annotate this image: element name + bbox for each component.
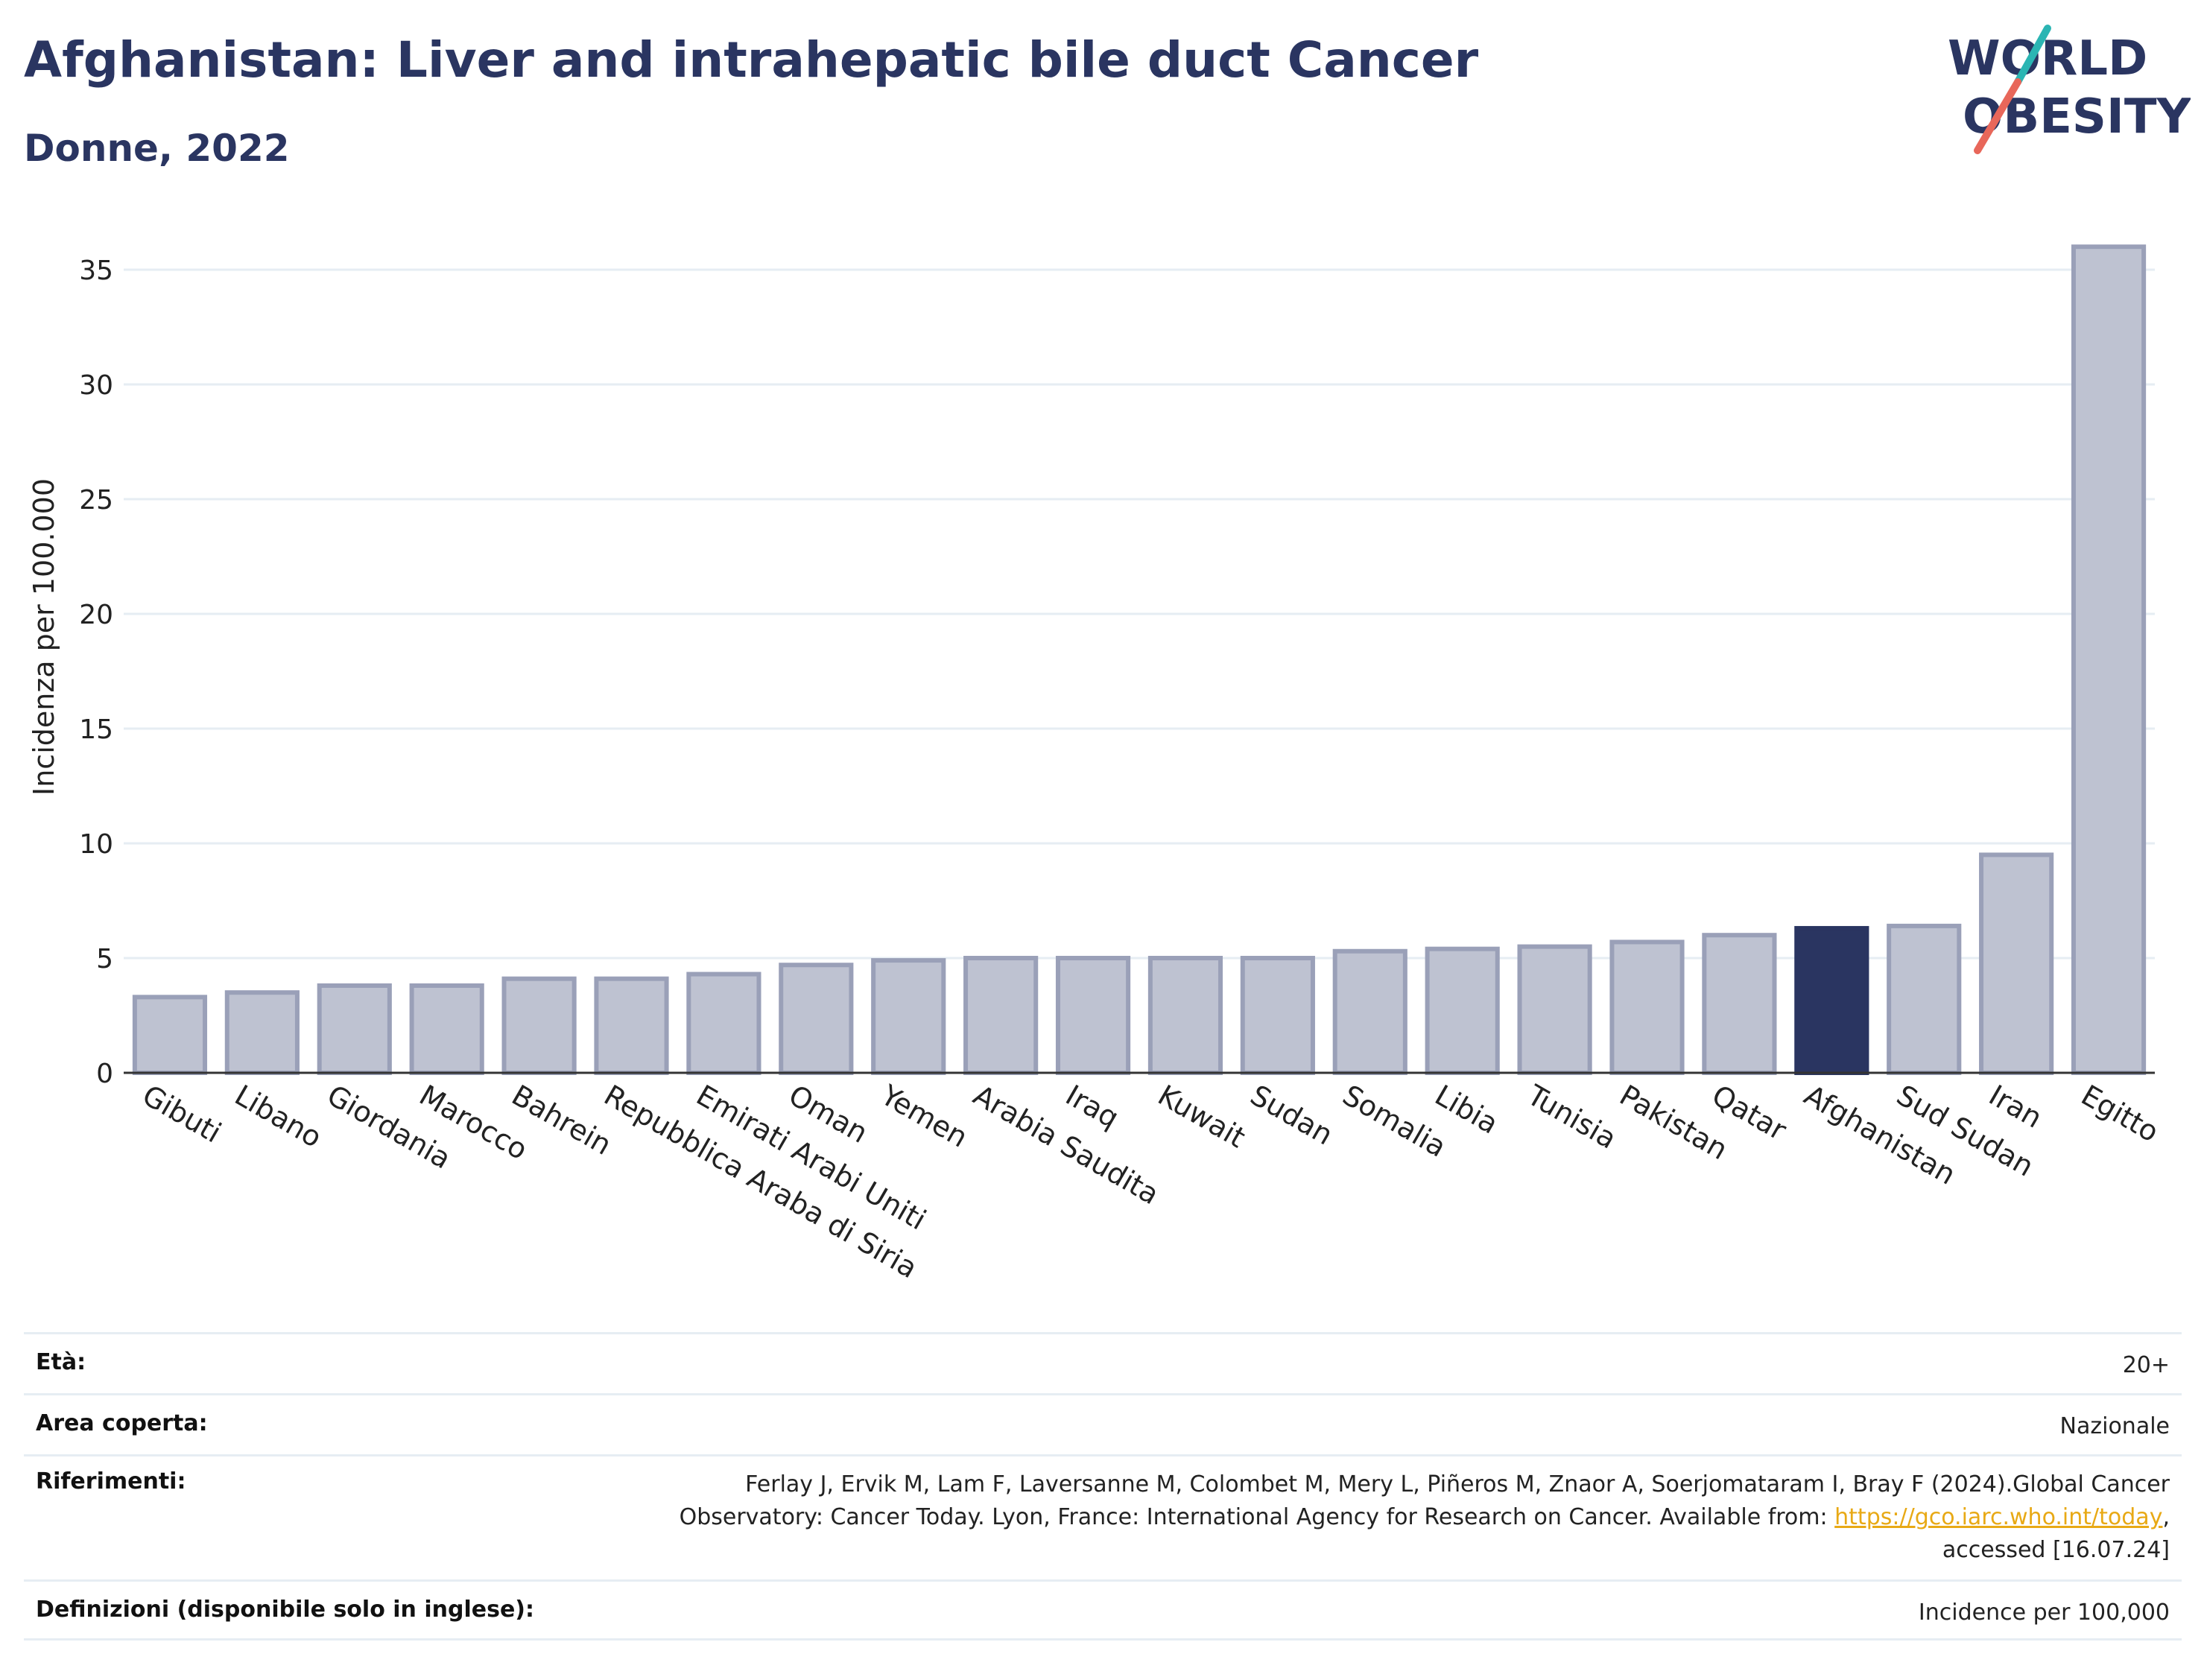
bar-chart: 0 5 10 15 20 25 30 35 Gibuti LibanoGiordaniaMaro… (28, 244, 2165, 1284)
meta-row-definitions: Definizioni (disponibile solo in inglese… (24, 1579, 2182, 1641)
bar-iraq (1055, 956, 1131, 1075)
logo-line-1: WORLD (1948, 31, 2147, 86)
y-tick-label: 10 (79, 829, 113, 860)
world-obesity-logo: WORLD OBESITY (1948, 25, 2191, 154)
y-tick-label: 0 (96, 1059, 113, 1089)
age-label: Età: (36, 1349, 86, 1375)
bar-pakistan (1609, 939, 1685, 1075)
x-tick-label: Iran (1983, 1079, 2048, 1135)
bar-repubblica-araba-di-siria (594, 976, 669, 1075)
x-tick-label: Yemen (875, 1078, 973, 1154)
references-label: Riferimenti: (36, 1468, 186, 1494)
x-tick-label: Gibuti (137, 1079, 227, 1150)
references-link[interactable]: https://gco.iarc.who.int/today (1834, 1504, 2163, 1530)
y-tick-labels: 0 5 10 15 20 25 30 35 (79, 256, 113, 1089)
bar-kuwait (1147, 956, 1223, 1075)
logo-accent-teal (2014, 25, 2051, 86)
bar-egitto (2071, 244, 2147, 1076)
logo-accent-red (1974, 78, 2021, 154)
age-value: 20+ (2122, 1352, 2170, 1378)
references-line-3: accessed [16.07.24] (1942, 1537, 2170, 1563)
x-tick-label: Egitto (2076, 1079, 2165, 1149)
bar-libia (1425, 946, 1500, 1076)
bar-tunisia (1517, 944, 1592, 1075)
definitions-value: Incidence per 100,000 (1918, 1600, 2170, 1626)
bars (132, 244, 2147, 1076)
y-axis-label: Incidenza per 100.000 (28, 478, 60, 796)
references-value: Ferlay J, Ervik M, Lam F, Laversanne M, … (680, 1468, 2170, 1567)
bar-giordania (317, 983, 392, 1075)
bar-sudan (1240, 956, 1315, 1075)
x-tick-label: Kuwait (1153, 1079, 1251, 1155)
meta-row-age: Età: 20+ (24, 1332, 2182, 1393)
references-line-2-suffix: , (2162, 1504, 2170, 1530)
bar-libano (224, 990, 300, 1075)
y-tick-label: 5 (96, 944, 113, 974)
bar-iran (1979, 852, 2054, 1076)
x-tick-label: Libano (229, 1079, 328, 1154)
chart-subtitle: Donne, 2022 (24, 127, 290, 170)
area-value: Nazionale (2059, 1413, 2170, 1439)
definitions-label: Definizioni (disponibile solo in inglese… (36, 1597, 534, 1623)
bar-marocco (409, 983, 484, 1075)
meta-row-area: Area coperta: Nazionale (24, 1393, 2182, 1454)
x-tick-label: Tunisia (1521, 1078, 1622, 1156)
x-tick-label: Iraq (1060, 1079, 1124, 1135)
bar-somalia (1332, 948, 1407, 1076)
y-tick-label: 15 (79, 714, 113, 745)
y-tick-label: 30 (79, 370, 113, 401)
bar-oman (779, 963, 854, 1075)
references-line-1: Ferlay J, Ervik M, Lam F, Laversanne M, … (745, 1471, 2170, 1497)
area-label: Area coperta: (36, 1410, 208, 1436)
y-tick-label: 35 (79, 256, 113, 286)
chart-title: Afghanistan: Liver and intrahepatic bile… (24, 31, 1479, 89)
bar-yemen (871, 958, 946, 1075)
bar-emirati-arabi-uniti (686, 971, 761, 1076)
bar-gibuti (132, 995, 208, 1075)
x-tick-label: Sudan (1245, 1079, 1339, 1152)
bar-sud-sudan (1887, 923, 1962, 1075)
y-tick-label: 20 (79, 600, 113, 630)
bar-afghanistan (1794, 925, 1869, 1075)
gridlines (124, 268, 2155, 960)
bar-arabia-saudita (963, 956, 1039, 1075)
x-tick-labels: Gibuti LibanoGiordaniaMaroccoBahreinRepub… (137, 1078, 2165, 1284)
meta-row-references: Riferimenti: Ferlay J, Ervik M, Lam F, L… (24, 1454, 2182, 1579)
references-line-2-prefix: Observatory: Cancer Today. Lyon, France:… (679, 1504, 1835, 1530)
y-tick-label: 25 (79, 485, 113, 516)
bar-bahrein (501, 976, 577, 1075)
x-tick-label: Somalia (1337, 1079, 1452, 1164)
metadata-table: Età: 20+ Area coperta: Nazionale Riferim… (24, 1332, 2182, 1641)
bar-qatar (1702, 933, 1777, 1075)
